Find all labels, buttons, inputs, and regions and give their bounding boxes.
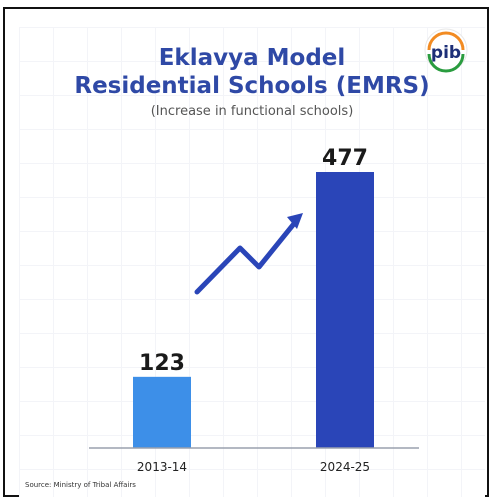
chart-title-line1: Eklavya Model <box>158 45 346 71</box>
pib-logo-text: pib <box>431 43 461 63</box>
bar-2013-14 <box>133 376 191 448</box>
infographic-card: Eklavya Model Residential Schools (EMRS)… <box>19 27 485 497</box>
chart-title-line2: Residential Schools (EMRS) <box>74 73 430 99</box>
x-tick-label-2024-25: 2024-25 <box>320 460 370 474</box>
data-label-2013-14: 123 <box>139 351 185 376</box>
data-label-2024-25: 477 <box>322 146 368 171</box>
bars-layer <box>133 172 374 448</box>
labels-layer: 123 477 <box>139 146 368 376</box>
pib-logo-icon: pib <box>424 28 468 73</box>
bar-2024-25 <box>316 172 374 448</box>
source-note: Source: Ministry of Tribal Affairs <box>25 481 136 489</box>
frame: Eklavya Model Residential Schools (EMRS)… <box>3 7 489 497</box>
x-tick-label-2013-14: 2013-14 <box>137 460 187 474</box>
trend-up-arrow-icon <box>194 213 303 295</box>
bar-chart: 123 477 2013-14 2024-25 <box>89 146 419 474</box>
x-ticks-layer: 2013-14 2024-25 <box>137 460 370 474</box>
chart-subtitle: (Increase in functional schools) <box>150 104 354 119</box>
